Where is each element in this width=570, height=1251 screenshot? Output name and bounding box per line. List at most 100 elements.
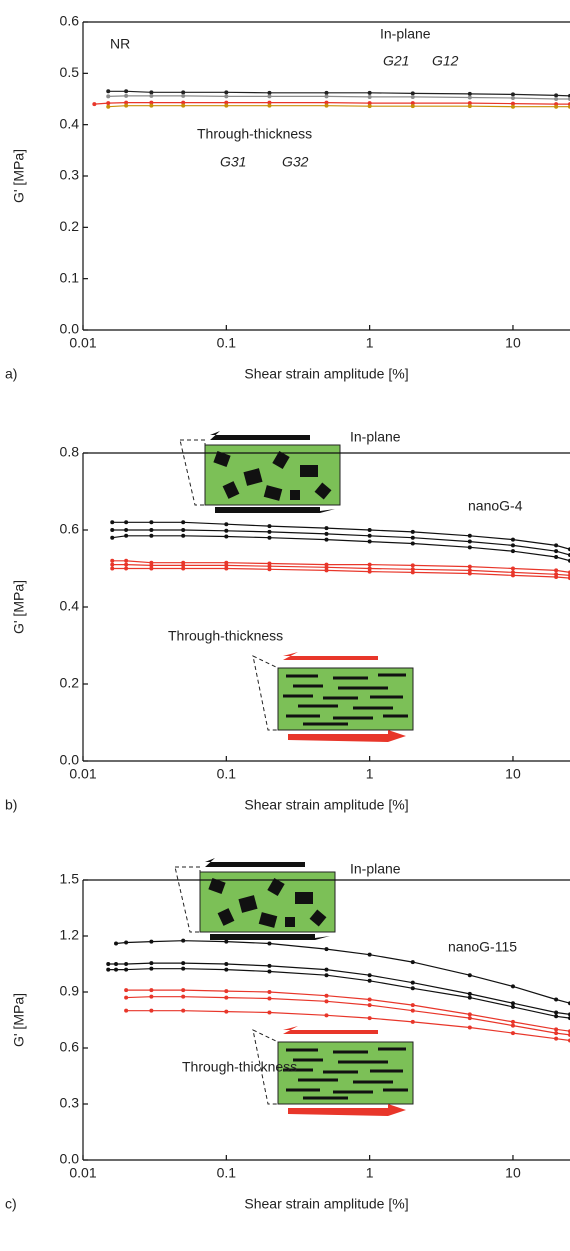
data-point <box>510 104 515 109</box>
data-point <box>124 988 129 993</box>
data-point <box>181 93 186 98</box>
data-point <box>149 93 154 98</box>
data-point <box>324 973 329 978</box>
data-point <box>224 995 229 1000</box>
y-tick-label: 0.4 <box>60 598 80 614</box>
data-point <box>149 566 154 571</box>
x-tick-label: 0.1 <box>217 335 237 351</box>
data-point <box>267 90 272 95</box>
data-point <box>467 1016 472 1021</box>
data-point <box>124 89 129 94</box>
data-point <box>110 528 115 532</box>
series-line <box>112 564 570 576</box>
data-point <box>124 533 129 538</box>
data-point <box>267 94 272 99</box>
data-point <box>267 941 272 946</box>
data-point <box>410 1019 415 1024</box>
data-point <box>181 966 186 971</box>
data-point <box>110 562 115 567</box>
data-point <box>410 1003 415 1008</box>
data-point <box>554 549 559 554</box>
data-point <box>554 1031 559 1036</box>
data-point <box>181 1008 186 1013</box>
data-point <box>106 967 111 972</box>
data-point <box>554 1036 559 1041</box>
data-point <box>267 524 272 529</box>
y-tick-label: 0.9 <box>60 983 80 999</box>
annotation: In-plane <box>350 429 401 445</box>
data-point <box>554 1010 559 1015</box>
series-line <box>112 567 570 579</box>
data-point <box>367 1016 372 1021</box>
data-point <box>510 1019 515 1024</box>
data-point <box>510 543 515 548</box>
y-tick-label: 1.2 <box>60 927 80 943</box>
data-point <box>410 960 415 965</box>
series-line <box>126 1010 570 1042</box>
data-point <box>410 567 415 572</box>
y-axis-label: G' [MPa] <box>11 149 27 203</box>
data-point <box>467 91 472 96</box>
data-point <box>324 90 329 95</box>
data-point <box>510 1023 515 1028</box>
data-point <box>106 104 111 109</box>
y-tick-label: 0.2 <box>60 218 80 234</box>
data-point <box>110 558 115 563</box>
data-point <box>467 545 472 550</box>
data-point <box>149 103 154 108</box>
data-point <box>124 558 129 563</box>
annotation: Through-thickness <box>197 126 312 142</box>
data-point <box>367 533 372 538</box>
data-point <box>181 100 186 105</box>
data-point <box>367 101 372 106</box>
y-tick-label: 0.6 <box>60 521 80 537</box>
data-point <box>367 562 372 567</box>
data-point <box>267 535 272 540</box>
data-point <box>124 1008 129 1013</box>
data-point <box>367 94 372 99</box>
x-axis-label: Shear strain amplitude [%] <box>244 797 408 813</box>
data-point <box>267 990 272 994</box>
series-label: G12 <box>432 53 459 69</box>
data-point <box>367 539 372 544</box>
series-line <box>108 105 570 108</box>
data-point <box>467 564 472 569</box>
data-point <box>149 563 154 568</box>
data-point <box>106 101 111 106</box>
data-point <box>181 563 186 568</box>
series-line <box>94 102 570 105</box>
data-point <box>510 573 515 578</box>
data-point <box>367 104 372 109</box>
data-point <box>410 535 415 540</box>
data-point <box>114 962 119 966</box>
data-point <box>224 103 229 108</box>
data-point <box>149 988 154 993</box>
data-point <box>224 989 229 994</box>
data-point <box>554 574 559 579</box>
data-point <box>149 528 154 532</box>
x-axis-label: Shear strain amplitude [%] <box>244 366 408 382</box>
data-point <box>224 94 229 99</box>
data-point <box>554 568 559 573</box>
data-point <box>410 980 415 985</box>
series-label: G32 <box>282 154 309 170</box>
data-point <box>267 103 272 108</box>
data-point <box>410 570 415 575</box>
data-point <box>149 100 154 105</box>
x-tick-label: 10 <box>505 766 521 782</box>
data-point <box>510 1031 515 1036</box>
data-point <box>224 534 229 539</box>
data-point <box>92 102 97 107</box>
data-point <box>106 94 111 99</box>
data-point <box>181 994 186 999</box>
annotation: In-plane <box>350 861 401 877</box>
data-point <box>124 93 129 98</box>
data-point <box>181 533 186 538</box>
x-tick-label: 0.01 <box>69 766 96 782</box>
data-point <box>149 939 154 944</box>
data-point <box>467 995 472 1000</box>
y-tick-label: 0.6 <box>60 13 80 29</box>
data-point <box>110 520 115 525</box>
